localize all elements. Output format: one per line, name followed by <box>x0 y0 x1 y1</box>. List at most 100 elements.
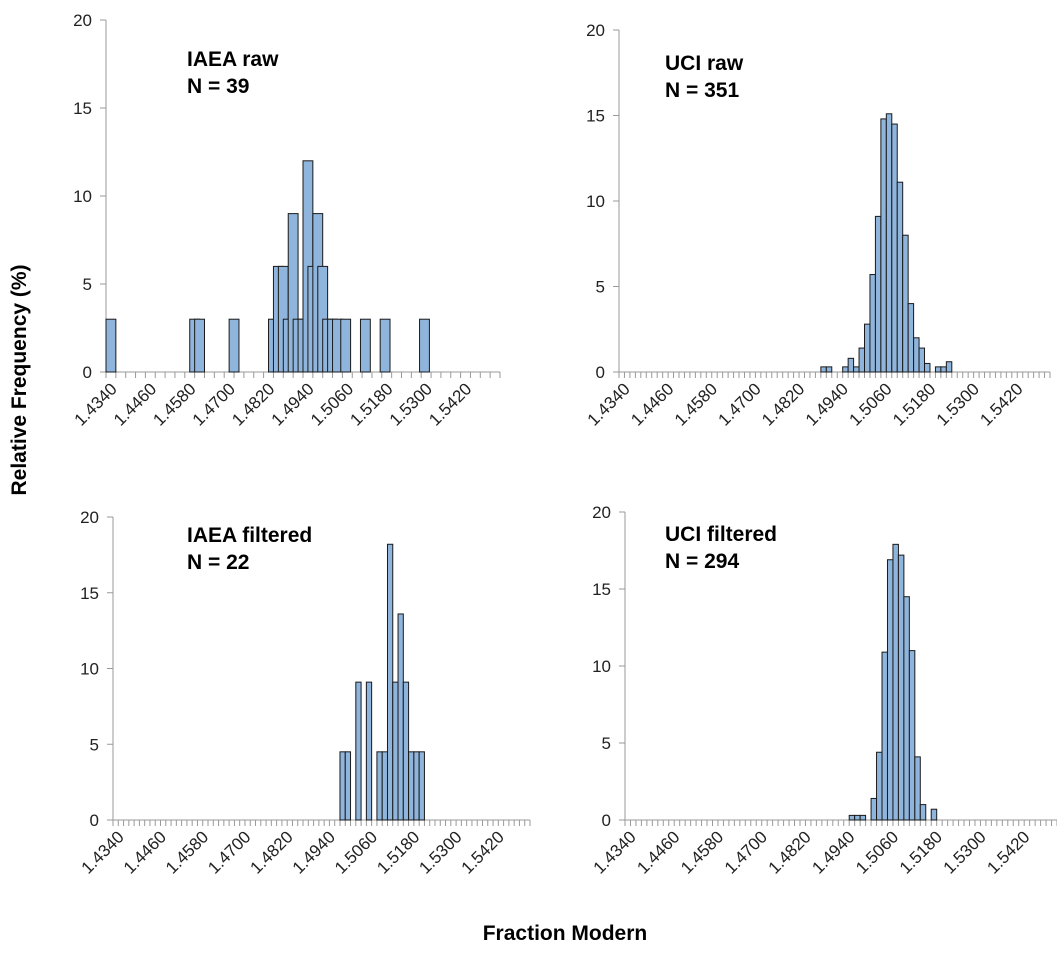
histogram-bar <box>881 651 888 821</box>
y-tick-label: 20 <box>80 508 99 527</box>
histogram-bar <box>908 650 916 821</box>
y-tick-label: 10 <box>586 192 605 211</box>
panel-annotation-line1: IAEA filtered <box>187 524 312 547</box>
histogram-bar <box>870 797 878 821</box>
panel-annotation-line2: N = 22 <box>187 551 249 574</box>
panel-annotation-line1: IAEA raw <box>187 48 279 71</box>
y-tick-label: 20 <box>586 21 605 40</box>
histogram-bar <box>847 357 855 373</box>
x-tick-label: 1.5300 <box>415 827 465 877</box>
y-tick-label: 0 <box>90 811 99 830</box>
histogram-bar <box>825 366 833 373</box>
y-tick-label: 10 <box>80 660 99 679</box>
x-tick-label: 1.5060 <box>331 827 381 877</box>
panel-annotation-line2: N = 351 <box>665 79 739 102</box>
histogram-bar <box>918 347 926 373</box>
x-tick-label: 1.4340 <box>71 379 121 429</box>
panel-annotation-line1: UCI raw <box>665 52 744 75</box>
histogram-bar <box>105 318 117 373</box>
histogram-uci-raw: UCI raw N = 351 0 5 10 15 20 1.43401.44601.45… <box>584 21 1051 430</box>
histogram-bar <box>194 318 205 373</box>
y-tick-label: 15 <box>586 107 605 126</box>
y-tick-label: 0 <box>596 363 605 382</box>
y-tick-label: 5 <box>602 734 611 753</box>
histogram-bar <box>897 554 905 821</box>
histogram-bar <box>359 318 371 373</box>
x-tick-label: 1.4340 <box>584 379 634 429</box>
x-tick-label: 1.4580 <box>677 827 727 877</box>
histogram-bar <box>902 234 909 373</box>
x-tick-label: 1.4820 <box>758 379 808 429</box>
histogram-bar <box>365 681 373 821</box>
y-tick-label: 5 <box>90 735 99 754</box>
y-tick-label: 10 <box>592 657 611 676</box>
x-tick-label: 1.4700 <box>204 827 254 877</box>
histogram-bar <box>907 303 915 373</box>
y-tick-label: 15 <box>73 99 92 118</box>
panel-annotation-line2: N = 294 <box>665 550 739 573</box>
x-tick-label: 1.5420 <box>983 827 1033 877</box>
histogram-bar <box>945 361 953 373</box>
histogram-bar <box>228 318 240 373</box>
histogram-bar <box>919 804 927 821</box>
x-tick-label: 1.4460 <box>110 379 160 429</box>
histogram-bar <box>880 118 887 373</box>
x-tick-label: 1.4940 <box>802 379 852 429</box>
x-axis-title: Fraction Modern <box>483 922 648 945</box>
histogram-bar <box>344 751 352 821</box>
histogram-bar <box>848 814 856 821</box>
histogram-bar <box>339 751 346 821</box>
histogram-bar <box>859 814 867 821</box>
histogram-bar <box>858 347 866 373</box>
histogram-bar <box>924 362 931 373</box>
histogram-bar <box>876 751 883 821</box>
x-tick-label: 1.5420 <box>458 827 508 877</box>
x-tick-label: 1.4580 <box>162 827 212 877</box>
histogram-bar <box>886 559 894 821</box>
y-tick-label: 5 <box>596 278 605 297</box>
y-tick-label: 0 <box>602 811 611 830</box>
histogram-bar <box>854 814 861 821</box>
histogram-bar <box>896 181 904 373</box>
histogram-bar <box>419 318 430 373</box>
panel-annotation-line1: UCI filtered <box>665 523 777 546</box>
histogram-iaea-filtered: IAEA filtered N = 22 0 5 10 15 20 1.43401.446… <box>78 508 531 878</box>
x-tick-label: 1.5180 <box>346 379 396 429</box>
histogram-bar <box>340 318 352 373</box>
y-tick-label: 15 <box>80 584 99 603</box>
x-tick-label: 1.4340 <box>590 827 640 877</box>
histogram-bar <box>892 543 899 821</box>
histogram-bar <box>913 337 920 373</box>
histogram-bar <box>397 613 404 821</box>
y-axis-title: Relative Frequency (%) <box>8 264 31 495</box>
y-tick-label: 0 <box>83 363 92 382</box>
histogram-bar <box>869 274 876 373</box>
y-tick-label: 20 <box>592 503 611 522</box>
x-tick-label: 1.4700 <box>715 379 765 429</box>
x-tick-label: 1.4460 <box>627 379 677 429</box>
histogram-bar <box>408 751 415 821</box>
panel-annotation-line2: N = 39 <box>187 75 249 98</box>
histogram-bar <box>914 756 921 821</box>
x-tick-label: 1.4820 <box>228 379 278 429</box>
x-tick-label: 1.5300 <box>933 379 983 429</box>
x-tick-label: 1.5060 <box>307 379 357 429</box>
x-tick-label: 1.5300 <box>386 379 436 429</box>
y-tick-label: 15 <box>592 580 611 599</box>
histogram-bar <box>386 543 394 821</box>
histogram-bar <box>903 596 910 821</box>
histogram-bar <box>418 751 425 821</box>
x-tick-label: 1.5420 <box>425 379 475 429</box>
histogram-bar <box>376 751 383 821</box>
x-tick-label: 1.4940 <box>808 827 858 877</box>
x-tick-label: 1.4460 <box>120 827 170 877</box>
histogram-bar <box>874 215 882 373</box>
x-tick-label: 1.4580 <box>149 379 199 429</box>
x-tick-label: 1.5300 <box>940 827 990 877</box>
histogram-bar <box>940 366 947 373</box>
x-tick-label: 1.5180 <box>373 827 423 877</box>
histogram-bar <box>355 681 362 821</box>
histogram-bar <box>381 751 388 821</box>
histogram-bar <box>413 751 420 821</box>
